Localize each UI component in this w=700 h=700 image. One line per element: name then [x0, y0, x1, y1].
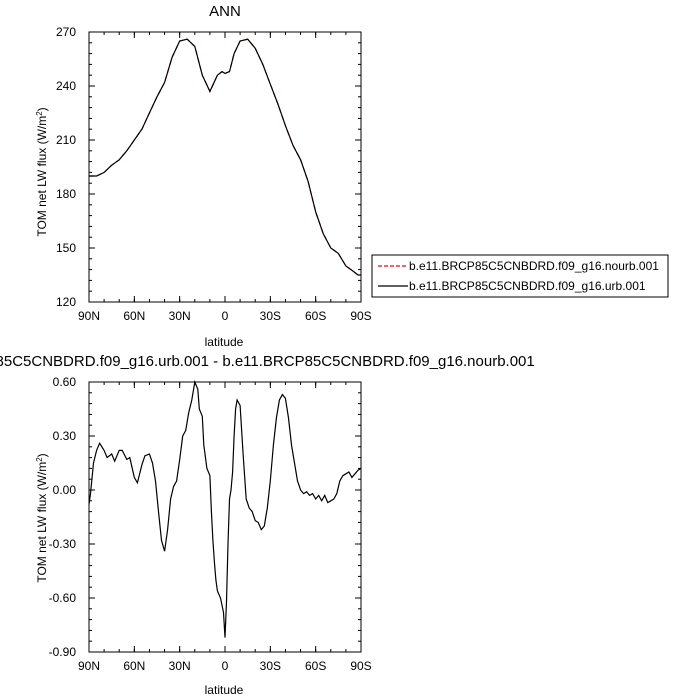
- top-panel: ANN 90N 60N 30N 0 30S 60S 90S 120 150 180 210 240 27…: [35, 3, 669, 349]
- y-tick-label: -0.90: [49, 645, 77, 659]
- y-tick-label: 0.00: [53, 483, 77, 497]
- x-tick-label: 0: [222, 309, 229, 323]
- y-tick-label: 210: [56, 133, 76, 147]
- legend-label-nourb: b.e11.BRCP85C5CNBDRD.f09_g16.nourb.001: [409, 259, 659, 273]
- x-tick-label: 30N: [169, 309, 191, 323]
- y-tick-label: 240: [56, 79, 76, 93]
- y-tick-label: -0.60: [49, 591, 77, 605]
- plot-frame: [88, 31, 362, 303]
- x-tick-label: 90S: [350, 659, 371, 673]
- top-panel-xlabel: latitude: [205, 335, 244, 349]
- x-tick-label: 90N: [78, 659, 100, 673]
- legend-label-urb: b.e11.BRCP85C5CNBDRD.f09_g16.urb.001: [409, 279, 646, 293]
- x-tick-label: 60N: [123, 659, 145, 673]
- x-tick-label: 90N: [78, 309, 100, 323]
- top-panel-plot-area: 90N 60N 30N 0 30S 60S 90S 120 150 180 210 240 270: [56, 25, 372, 323]
- y-tick-label: 180: [56, 187, 76, 201]
- top-panel-title: ANN: [209, 3, 241, 20]
- y-tick-label: -0.30: [49, 537, 77, 551]
- x-tick-label: 30S: [260, 309, 281, 323]
- x-tick-label: 60S: [305, 309, 326, 323]
- series-line-1: [89, 38, 361, 276]
- bottom-panel-title: b.e11.BRCP85C5CNBDRD.f09_g16.urb.001 - b…: [0, 353, 535, 370]
- y-tick-label: 0.30: [53, 429, 77, 443]
- series-line-0: [89, 38, 361, 276]
- bottom-panel-ylabel: TOM net LW flux (W/m2): [35, 453, 49, 582]
- x-tick-label: 60N: [123, 309, 145, 323]
- y-tick-label: 120: [56, 295, 76, 309]
- legend: b.e11.BRCP85C5CNBDRD.f09_g16.nourb.001 b…: [371, 254, 669, 298]
- x-tick-label: 90S: [350, 309, 371, 323]
- x-tick-label: 30N: [169, 659, 191, 673]
- plot-frame: [88, 381, 362, 653]
- y-tick-label: 0.60: [53, 375, 77, 389]
- x-tick-label: 60S: [305, 659, 326, 673]
- bottom-panel-xlabel: latitude: [205, 683, 244, 697]
- bottom-panel-plot-area: 90N 60N 30N 0 30S 60S 90S -0.90 -0.60 -0.30 0.00 0.…: [49, 375, 372, 673]
- series-line-0: [88, 379, 362, 638]
- y-tick-label: 270: [56, 25, 76, 39]
- x-tick-label: 30S: [260, 659, 281, 673]
- x-tick-label: 0: [222, 659, 229, 673]
- top-panel-ylabel: TOM net LW flux (W/m2): [35, 107, 49, 236]
- bottom-panel: b.e11.BRCP85C5CNBDRD.f09_g16.urb.001 - b…: [0, 353, 535, 697]
- legend-box: [371, 254, 669, 298]
- y-tick-label: 150: [56, 241, 76, 255]
